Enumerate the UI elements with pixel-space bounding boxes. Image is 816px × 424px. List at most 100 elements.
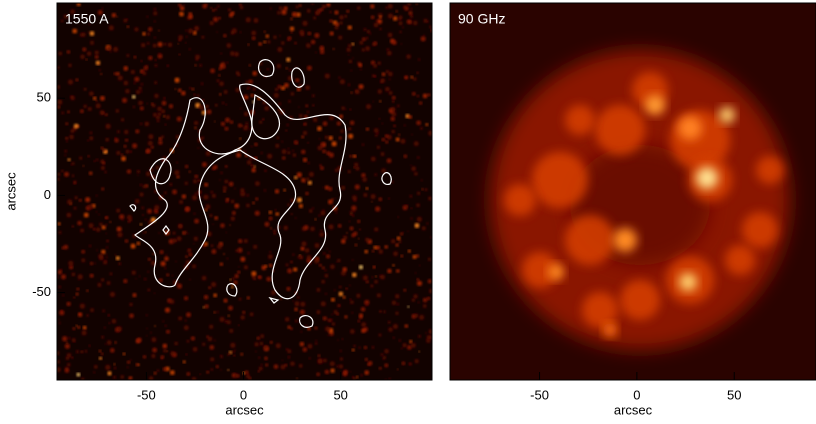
texture: [338, 35, 343, 40]
texture: [344, 108, 347, 110]
texture: [356, 6, 361, 10]
texture: [407, 305, 410, 308]
texture: [169, 182, 173, 187]
texture: [364, 370, 369, 375]
texture: [365, 36, 369, 40]
texture: [331, 141, 337, 147]
texture: [219, 262, 223, 266]
texture: [70, 128, 75, 133]
texture: [342, 296, 346, 299]
texture: [419, 314, 425, 320]
texture: [220, 223, 225, 228]
texture: [237, 270, 241, 274]
texture: [109, 220, 112, 223]
texture: [82, 164, 85, 167]
texture: [230, 216, 236, 221]
texture: [129, 358, 132, 361]
texture: [166, 64, 170, 67]
texture: [214, 103, 218, 107]
texture: [58, 230, 62, 234]
texture: [310, 226, 315, 232]
texture: [416, 203, 420, 208]
texture: [234, 207, 237, 209]
texture: [316, 287, 321, 292]
texture: [351, 259, 354, 261]
texture: [219, 316, 225, 322]
texture: [100, 73, 103, 76]
uv-image: [57, 3, 432, 380]
texture: [202, 306, 205, 309]
texture: [209, 345, 215, 350]
texture: [349, 226, 354, 231]
texture: [385, 69, 390, 74]
texture: [375, 19, 378, 22]
texture: [317, 126, 322, 131]
texture: [341, 185, 346, 190]
texture: [286, 123, 289, 127]
texture: [210, 190, 214, 194]
texture: [208, 286, 212, 290]
texture: [230, 51, 235, 56]
texture: [282, 156, 286, 160]
texture: [142, 355, 147, 359]
texture: [344, 315, 348, 319]
texture: [101, 147, 106, 152]
texture: [105, 232, 108, 235]
texture: [111, 318, 117, 324]
texture: [276, 63, 281, 69]
texture: [235, 249, 239, 253]
texture: [193, 179, 198, 184]
texture: [381, 72, 386, 77]
texture: [325, 326, 331, 332]
texture: [57, 351, 60, 356]
texture: [176, 236, 182, 242]
texture: [386, 50, 392, 56]
texture: [161, 100, 167, 106]
texture: [401, 26, 405, 29]
texture: [415, 254, 419, 258]
texture: [426, 296, 431, 301]
texture: [124, 129, 129, 135]
texture: [282, 171, 285, 174]
texture: [86, 289, 89, 292]
texture: [273, 92, 279, 98]
texture: [69, 265, 74, 270]
texture: [287, 147, 290, 150]
texture: [66, 50, 71, 54]
texture: [388, 78, 391, 81]
texture: [416, 156, 420, 159]
texture: [206, 109, 212, 115]
texture: [322, 358, 327, 363]
texture: [226, 257, 229, 260]
texture: [402, 343, 407, 348]
texture: [194, 192, 198, 196]
texture: [67, 79, 74, 85]
texture: [274, 209, 277, 212]
texture: [188, 170, 191, 173]
texture: [316, 372, 320, 377]
texture: [93, 227, 96, 231]
texture: [213, 311, 216, 314]
texture: [273, 232, 276, 235]
x-tick-label: 0: [633, 387, 640, 402]
texture: [176, 161, 179, 164]
texture: [107, 314, 111, 317]
texture: [105, 364, 111, 370]
texture: [307, 31, 312, 36]
texture: [416, 120, 421, 126]
texture: [339, 114, 343, 119]
texture: [71, 272, 76, 277]
texture: [85, 58, 88, 61]
texture: [278, 102, 282, 106]
texture: [350, 69, 353, 72]
texture: [217, 244, 223, 250]
texture: [361, 48, 366, 52]
texture: [228, 351, 232, 354]
texture: [75, 350, 80, 354]
texture: [320, 229, 323, 232]
texture: [338, 76, 341, 79]
texture: [277, 109, 280, 111]
texture: [339, 15, 344, 20]
texture: [90, 207, 93, 210]
